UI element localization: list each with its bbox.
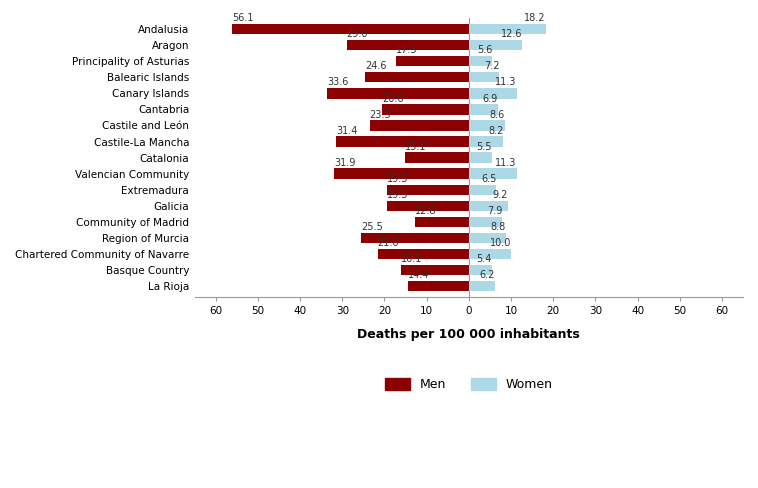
Bar (469, 184, 496, 195)
Bar (365, 72, 469, 82)
Text: 5.6: 5.6 (477, 45, 493, 55)
Text: 5.4: 5.4 (476, 254, 492, 264)
Text: 31.9: 31.9 (334, 158, 356, 168)
X-axis label: Deaths per 100 000 inhabitants: Deaths per 100 000 inhabitants (358, 327, 580, 341)
Text: 24.6: 24.6 (365, 61, 387, 71)
Text: 7.9: 7.9 (487, 206, 502, 216)
Bar (377, 249, 469, 259)
Text: 19.5: 19.5 (387, 174, 408, 184)
Text: 18.2: 18.2 (524, 13, 546, 23)
Bar (469, 24, 546, 34)
Text: 8.2: 8.2 (488, 125, 503, 136)
Bar (405, 152, 469, 163)
Text: 12.6: 12.6 (500, 29, 522, 39)
Bar (469, 88, 516, 99)
Bar (469, 281, 495, 291)
Text: 14.4: 14.4 (408, 270, 430, 280)
Bar (415, 217, 469, 227)
Text: 11.3: 11.3 (495, 78, 516, 87)
Text: 31.4: 31.4 (337, 125, 358, 136)
Text: 29.0: 29.0 (346, 29, 368, 39)
Bar (469, 265, 492, 275)
Text: 6.2: 6.2 (480, 270, 495, 280)
Bar (387, 201, 469, 211)
Bar (469, 233, 506, 243)
Text: 20.6: 20.6 (382, 94, 403, 103)
Text: 19.3: 19.3 (387, 190, 409, 200)
Bar (334, 168, 469, 179)
Text: 23.5: 23.5 (370, 110, 391, 120)
Bar (469, 201, 508, 211)
Text: 6.9: 6.9 (483, 94, 498, 103)
Text: 33.6: 33.6 (327, 78, 349, 87)
Bar (396, 56, 469, 66)
Bar (362, 233, 469, 243)
Bar (469, 120, 505, 131)
Text: 10.0: 10.0 (490, 238, 511, 248)
Text: 56.1: 56.1 (232, 13, 254, 23)
Text: 6.5: 6.5 (481, 174, 496, 184)
Bar (327, 88, 469, 99)
Text: 8.6: 8.6 (490, 110, 505, 120)
Bar (469, 168, 516, 179)
Text: 5.5: 5.5 (477, 142, 492, 152)
Bar (408, 281, 469, 291)
Text: 16.1: 16.1 (401, 254, 422, 264)
Bar (387, 184, 469, 195)
Bar (469, 249, 511, 259)
Bar (469, 72, 500, 82)
Text: 11.3: 11.3 (495, 158, 516, 168)
Bar (401, 265, 469, 275)
Legend: Men, Women: Men, Women (378, 371, 559, 397)
Bar (337, 136, 469, 147)
Bar (469, 56, 493, 66)
Text: 17.3: 17.3 (396, 45, 418, 55)
Bar (382, 104, 469, 115)
Bar (232, 24, 469, 34)
Text: 15.1: 15.1 (405, 142, 427, 152)
Text: 21.6: 21.6 (377, 238, 399, 248)
Bar (346, 40, 469, 50)
Bar (469, 136, 503, 147)
Text: 9.2: 9.2 (492, 190, 508, 200)
Text: 12.8: 12.8 (415, 206, 437, 216)
Bar (469, 217, 502, 227)
Text: 7.2: 7.2 (484, 61, 500, 71)
Bar (469, 104, 498, 115)
Text: 25.5: 25.5 (362, 222, 383, 232)
Bar (469, 152, 492, 163)
Bar (469, 40, 522, 50)
Bar (370, 120, 469, 131)
Text: 8.8: 8.8 (490, 222, 506, 232)
